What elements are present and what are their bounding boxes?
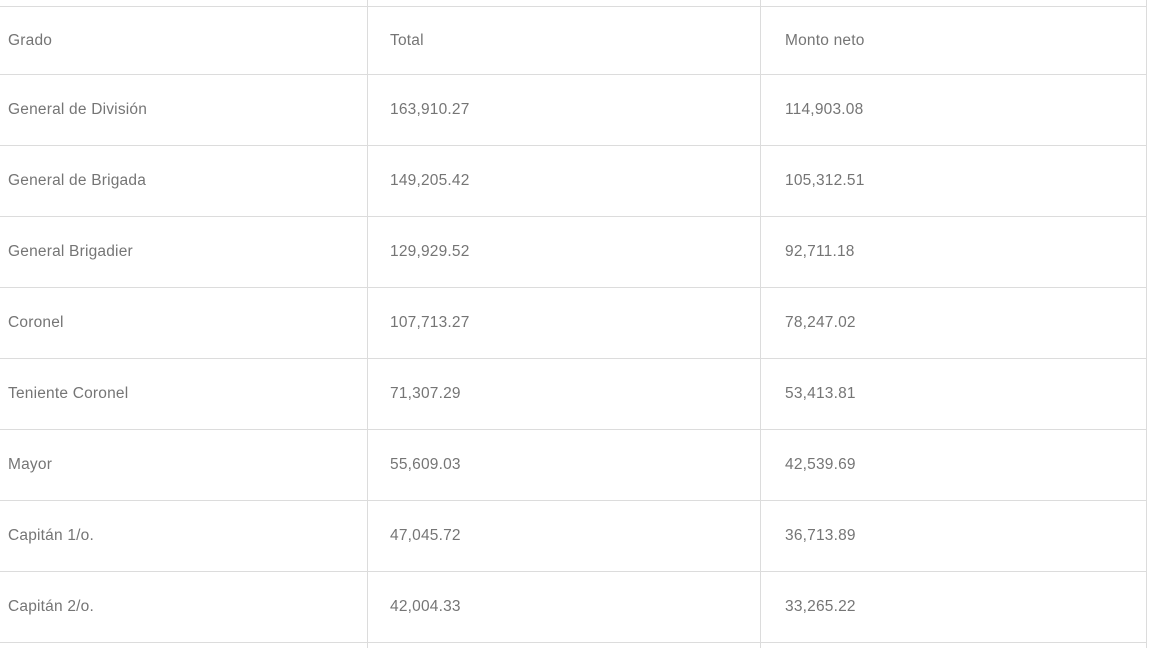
partial-cell: [760, 0, 1147, 6]
partial-row-above: [0, 0, 1147, 7]
cell-total: 55,609.03: [367, 430, 760, 500]
cell-grado: Mayor: [8, 456, 53, 473]
cell-monto-neto: 105,312.51: [760, 146, 1147, 216]
cell-total: 42,004.33: [367, 572, 760, 642]
partial-cell: [367, 0, 760, 6]
cell-monto-neto: 33,265.22: [760, 572, 1147, 642]
cell-grado: Capitán 2/o.: [8, 598, 94, 615]
table-row: Capitán 2/o. 42,004.33 33,265.22: [0, 572, 1147, 643]
cell-grado: Capitán 1/o.: [8, 527, 94, 544]
cell-monto-neto: 36,713.89: [760, 501, 1147, 571]
cell-total: 149,205.42: [367, 146, 760, 216]
cell-total: 163,910.27: [367, 75, 760, 145]
table-row: General de Brigada 149,205.42 105,312.51: [0, 146, 1147, 217]
cell-grado: General de Brigada: [8, 172, 147, 189]
cell-monto-neto: 78,247.02: [760, 288, 1147, 358]
partial-cell: [760, 643, 1147, 648]
cell-monto-neto: 114,903.08: [760, 75, 1147, 145]
column-header-total: Total: [367, 7, 760, 74]
partial-cell: [0, 643, 367, 648]
table-row: General de División 163,910.27 114,903.0…: [0, 75, 1147, 146]
cell-total: 107,713.27: [367, 288, 760, 358]
partial-cell: [367, 643, 760, 648]
cell-grado: Coronel: [8, 314, 64, 331]
cell-grado: General de División: [8, 101, 148, 118]
table-row: Mayor 55,609.03 42,539.69: [0, 430, 1147, 501]
column-header-monto-neto: Monto neto: [760, 7, 1147, 74]
cell-total: 129,929.52: [367, 217, 760, 287]
table-row: Coronel 107,713.27 78,247.02: [0, 288, 1147, 359]
table-row: Capitán 1/o. 47,045.72 36,713.89: [0, 501, 1147, 572]
cell-monto-neto: 42,539.69: [760, 430, 1147, 500]
partial-cell: [0, 0, 367, 6]
partial-row-below: [0, 643, 1147, 648]
column-header-grado: Grado: [8, 31, 53, 49]
cell-grado: Teniente Coronel: [8, 385, 129, 402]
cell-monto-neto: 92,711.18: [760, 217, 1147, 287]
table-header-row: Grado Total Monto neto: [0, 7, 1147, 75]
cell-monto-neto: 53,413.81: [760, 359, 1147, 429]
table-row: Teniente Coronel 71,307.29 53,413.81: [0, 359, 1147, 430]
cell-total: 71,307.29: [367, 359, 760, 429]
cell-grado: General Brigadier: [8, 243, 133, 260]
table-row: General Brigadier 129,929.52 92,711.18: [0, 217, 1147, 288]
cell-total: 47,045.72: [367, 501, 760, 571]
